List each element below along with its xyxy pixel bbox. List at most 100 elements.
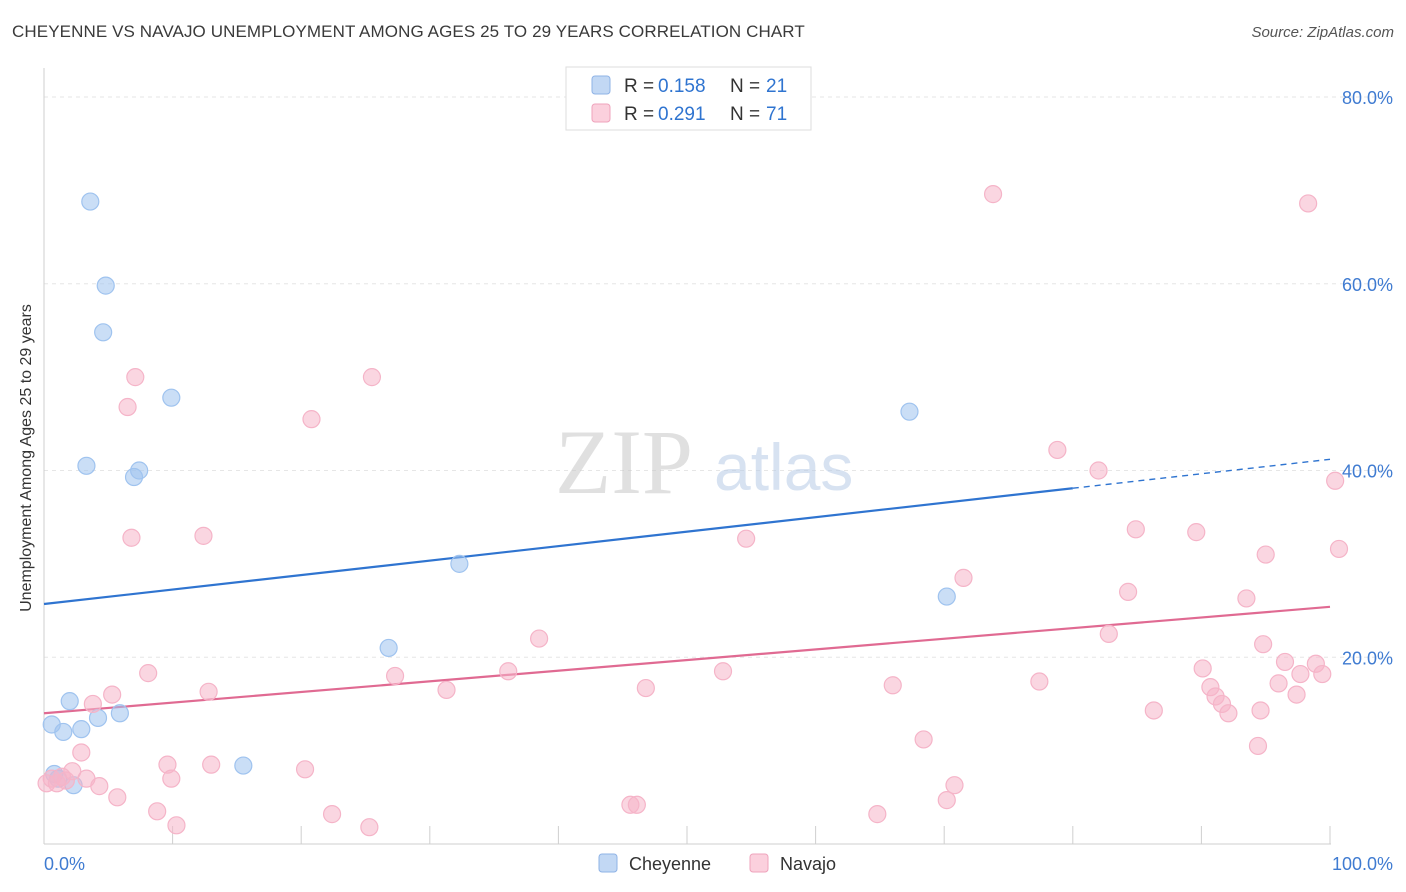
navajo-point-36 bbox=[737, 529, 756, 548]
navajo-point-51 bbox=[1187, 523, 1206, 542]
navajo-point-60 bbox=[1254, 635, 1273, 654]
watermark-zip: ZIP bbox=[555, 411, 693, 513]
navajo-point-64 bbox=[1287, 685, 1306, 704]
navajo-point-31 bbox=[530, 629, 549, 648]
navajo-point-15 bbox=[139, 664, 158, 683]
x-tick-label-0: 0.0% bbox=[44, 854, 85, 874]
cheyenne-point-8 bbox=[81, 192, 100, 211]
navajo-point-22 bbox=[202, 755, 221, 774]
cheyenne-point-3 bbox=[54, 722, 73, 742]
navajo-point-39 bbox=[914, 730, 933, 749]
navajo-point-14 bbox=[126, 368, 145, 387]
navajo-point-56 bbox=[1219, 704, 1238, 723]
navajo-point-42 bbox=[954, 568, 973, 587]
navajo-point-13 bbox=[122, 528, 141, 547]
navajo-point-16 bbox=[148, 802, 167, 821]
y-tick-label-2: 40.0% bbox=[1342, 462, 1393, 482]
watermark: ZIP atlas bbox=[555, 411, 853, 513]
navajo-point-61 bbox=[1256, 545, 1275, 564]
navajo-point-34 bbox=[636, 678, 655, 698]
cheyenne-point-17 bbox=[379, 638, 398, 658]
cheyenne-point-12 bbox=[110, 704, 129, 723]
y-tick-label-3: 20.0% bbox=[1342, 648, 1393, 668]
trend-lines bbox=[43, 458, 1331, 715]
navajo-point-19 bbox=[167, 816, 186, 835]
navajo-point-43 bbox=[983, 185, 1003, 204]
navajo-point-5 bbox=[63, 762, 82, 781]
watermark-atlas: atlas bbox=[714, 430, 853, 504]
navajo-point-8 bbox=[83, 694, 102, 714]
navajo-point-40 bbox=[937, 791, 956, 810]
navajo-point-30 bbox=[499, 662, 518, 681]
navajo-point-9 bbox=[90, 777, 109, 796]
navajo-point-12 bbox=[118, 397, 137, 417]
navajo-point-47 bbox=[1099, 624, 1118, 644]
cheyenne-r-value: 0.158 bbox=[658, 76, 706, 97]
y-tick-label-1: 60.0% bbox=[1342, 275, 1393, 295]
navajo-point-28 bbox=[385, 666, 405, 686]
cheyenne-point-14 bbox=[130, 461, 149, 480]
navajo-point-58 bbox=[1248, 736, 1268, 756]
navajo-point-68 bbox=[1313, 664, 1332, 684]
legend-navajo-swatch bbox=[749, 853, 769, 873]
data-points bbox=[37, 185, 1349, 837]
legend-navajo-label: Navajo bbox=[780, 854, 836, 874]
navajo-point-59 bbox=[1251, 701, 1270, 720]
navajo-point-66 bbox=[1299, 194, 1318, 213]
navajo-r-value: 0.291 bbox=[658, 104, 706, 125]
cheyenne-point-19 bbox=[900, 402, 919, 421]
navajo-point-63 bbox=[1275, 652, 1295, 672]
navajo-point-24 bbox=[302, 410, 321, 429]
navajo-trend-line bbox=[43, 605, 1331, 715]
cheyenne-point-7 bbox=[77, 456, 96, 475]
navajo-r-label: R = bbox=[624, 104, 654, 125]
cheyenne-n-value: 21 bbox=[766, 76, 787, 97]
cheyenne-trend-extension bbox=[1072, 458, 1331, 489]
navajo-point-50 bbox=[1144, 701, 1163, 720]
navajo-n-label: N = bbox=[730, 104, 760, 125]
cheyenne-point-10 bbox=[94, 323, 113, 342]
chart-title: CHEYENNE VS NAVAJO UNEMPLOYMENT AMONG AG… bbox=[12, 22, 805, 41]
navajo-point-27 bbox=[362, 368, 382, 387]
navajo-point-49 bbox=[1126, 520, 1145, 539]
cheyenne-legend-swatch bbox=[591, 75, 611, 95]
navajo-legend-swatch bbox=[591, 103, 611, 123]
cheyenne-n-label: N = bbox=[730, 76, 760, 97]
navajo-point-26 bbox=[360, 818, 379, 837]
navajo-point-33 bbox=[627, 795, 646, 814]
cheyenne-point-11 bbox=[96, 276, 115, 295]
navajo-point-38 bbox=[883, 676, 902, 695]
cheyenne-point-18 bbox=[450, 554, 469, 573]
series-legend: Cheyenne Navajo bbox=[598, 853, 836, 874]
navajo-point-20 bbox=[194, 526, 213, 545]
navajo-point-35 bbox=[713, 662, 733, 681]
navajo-point-52 bbox=[1193, 659, 1212, 678]
cheyenne-point-15 bbox=[162, 388, 181, 407]
axes bbox=[43, 68, 1331, 845]
navajo-point-37 bbox=[868, 805, 887, 824]
cheyenne-point-16 bbox=[234, 756, 253, 775]
navajo-point-65 bbox=[1291, 664, 1310, 684]
navajo-point-29 bbox=[437, 680, 456, 700]
navajo-point-41 bbox=[945, 776, 964, 795]
navajo-point-62 bbox=[1269, 674, 1288, 693]
navajo-point-18 bbox=[162, 769, 181, 788]
legend-cheyenne-label: Cheyenne bbox=[629, 854, 711, 874]
navajo-point-21 bbox=[199, 682, 218, 701]
navajo-point-44 bbox=[1030, 672, 1049, 691]
navajo-point-10 bbox=[103, 685, 122, 704]
cheyenne-trend-line bbox=[43, 487, 1073, 606]
cheyenne-point-4 bbox=[60, 692, 79, 711]
navajo-point-69 bbox=[1326, 471, 1345, 490]
gridlines bbox=[44, 96, 1393, 658]
navajo-point-6 bbox=[72, 743, 91, 762]
navajo-point-45 bbox=[1048, 440, 1067, 460]
legend-cheyenne-swatch bbox=[598, 853, 618, 873]
cheyenne-point-6 bbox=[72, 720, 91, 739]
x-tick-label-1: 100.0% bbox=[1332, 854, 1393, 874]
navajo-point-23 bbox=[295, 760, 315, 779]
y-tick-labels: 80.0% 60.0% 40.0% 20.0% bbox=[1342, 88, 1393, 668]
cheyenne-point-20 bbox=[937, 587, 956, 606]
navajo-point-70 bbox=[1329, 539, 1349, 559]
